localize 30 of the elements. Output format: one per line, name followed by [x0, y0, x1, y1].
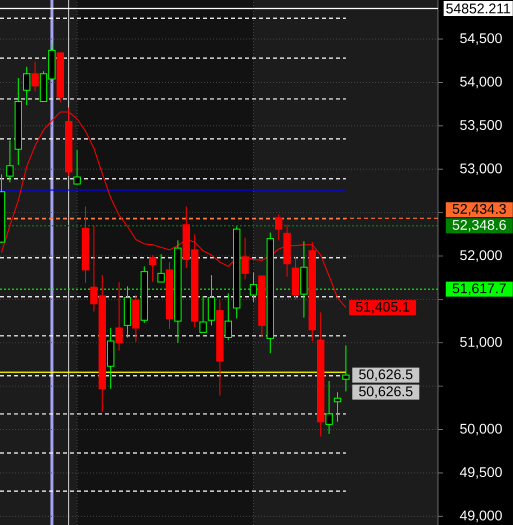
candlestick — [325, 380, 333, 434]
y-tick-label: 49,000 — [460, 510, 502, 522]
data-label: 51,405.1 — [356, 302, 410, 314]
y-tick-label: 54,500 — [460, 33, 502, 45]
ref-line-label: 51,617.7 — [452, 283, 506, 295]
y-tick-label: 50,000 — [460, 424, 502, 436]
ref-line-label: 52,434.3 — [452, 204, 506, 216]
y-tick-label: 52,000 — [460, 250, 502, 262]
y-tick-label: 49,500 — [460, 467, 502, 479]
text: 50,626.5 — [359, 386, 412, 398]
y-tick-label: 53,000 — [460, 163, 502, 175]
candlestick — [342, 344, 350, 392]
candlestick — [334, 392, 342, 422]
candlestick — [275, 214, 282, 241]
candlestick — [73, 150, 81, 186]
text: 50,626.5 — [359, 369, 412, 381]
candlestick — [241, 237, 249, 280]
candlestick — [23, 66, 30, 106]
candlestick — [31, 61, 39, 92]
candlestick — [199, 295, 207, 333]
ref-line-label: 52,348.6 — [452, 220, 506, 232]
candlestick — [157, 254, 165, 283]
ref-line-label: 54852.211 — [446, 4, 510, 14]
y-tick-label: 54,000 — [460, 76, 502, 88]
y-tick-label: 51,000 — [460, 336, 502, 349]
candlestick — [115, 282, 123, 352]
candlestick — [149, 254, 156, 283]
candlestick — [224, 292, 232, 341]
candlestick — [6, 140, 14, 183]
y-tick-label: 53,500 — [460, 120, 502, 132]
